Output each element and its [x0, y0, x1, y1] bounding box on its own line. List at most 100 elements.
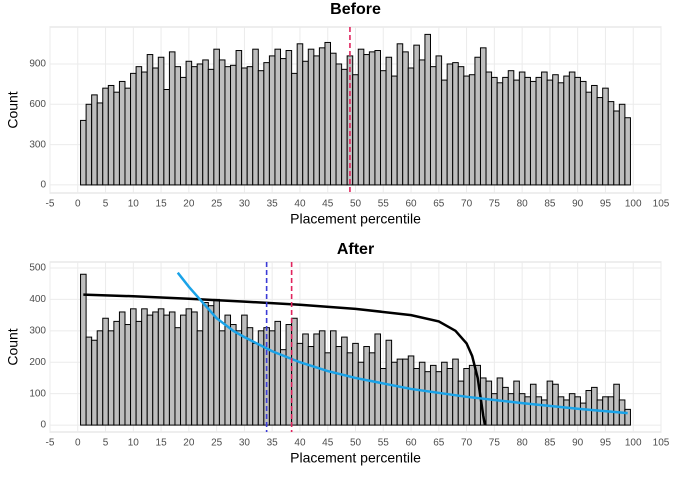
bar: [80, 273, 87, 426]
bar: [541, 399, 548, 426]
bar: [413, 368, 420, 426]
y-tick-label: 100: [29, 388, 46, 399]
bar: [585, 390, 593, 426]
bar: [141, 71, 148, 186]
x-tick-label: 0: [75, 199, 81, 210]
y-tick-label: 900: [29, 59, 46, 70]
bar: [207, 305, 215, 426]
x-tick-label: 45: [322, 438, 334, 449]
bar: [118, 311, 126, 426]
x-tick-label: 105: [653, 199, 670, 210]
bar: [518, 393, 526, 426]
x-tick-label: 50: [350, 199, 362, 210]
bar: [446, 368, 454, 426]
bar: [457, 66, 465, 186]
bar: [207, 68, 215, 186]
bar: [524, 76, 531, 186]
bar: [579, 80, 587, 186]
bar: [268, 55, 276, 186]
bar: [524, 396, 531, 426]
bar: [541, 71, 548, 186]
x-tick-label: 25: [211, 199, 223, 210]
bar: [180, 314, 187, 426]
bar: [618, 103, 626, 186]
bar: [252, 48, 259, 186]
y-tick-label: 0: [40, 420, 46, 431]
bar: [218, 330, 226, 426]
bar: [141, 308, 148, 426]
bar: [357, 361, 365, 426]
bar: [435, 55, 443, 186]
bar: [596, 399, 604, 426]
x-tick-label: 40: [294, 199, 306, 210]
bar: [302, 60, 309, 186]
bar: [396, 43, 404, 186]
bar: [446, 63, 454, 186]
bar: [91, 94, 98, 186]
bar: [268, 330, 276, 426]
bar: [135, 66, 143, 186]
bar: [491, 76, 498, 186]
bar: [552, 383, 559, 426]
bar: [296, 43, 304, 186]
bar: [85, 103, 93, 186]
x-tick-label: 45: [322, 199, 334, 210]
bar: [202, 302, 209, 426]
bar: [391, 361, 398, 426]
bar: [496, 82, 504, 186]
bar: [291, 317, 298, 426]
bar: [168, 51, 176, 186]
bar: [218, 59, 226, 186]
bar: [274, 320, 282, 426]
bar: [102, 317, 109, 426]
bar: [113, 320, 120, 426]
bar: [385, 56, 393, 186]
bar: [146, 314, 154, 426]
bar: [402, 51, 409, 186]
bar: [168, 311, 176, 426]
bar: [174, 327, 182, 426]
bar: [85, 336, 93, 426]
chart-title: After: [337, 241, 374, 258]
x-tick-label: 80: [517, 199, 529, 210]
bar: [313, 55, 320, 186]
bar: [546, 380, 554, 426]
x-tick-label: 65: [433, 199, 445, 210]
bar: [307, 48, 315, 186]
bar: [468, 74, 476, 186]
bar: [157, 56, 165, 186]
bar: [224, 314, 232, 426]
bar: [568, 71, 576, 186]
bar: [135, 320, 143, 426]
bar: [146, 54, 154, 186]
bar: [280, 58, 287, 186]
x-tick-label: 30: [239, 199, 251, 210]
bar: [429, 66, 437, 186]
bar: [124, 87, 132, 186]
bar: [418, 361, 426, 426]
x-tick-label: 85: [544, 199, 556, 210]
y-tick-label: 600: [29, 99, 46, 110]
bar: [341, 336, 348, 426]
bar: [163, 314, 170, 426]
x-tick-label: 60: [405, 199, 417, 210]
bar: [324, 41, 332, 186]
bar: [352, 342, 359, 426]
x-tick-label: 80: [517, 438, 529, 449]
bar: [91, 339, 98, 426]
x-tick-label: 25: [211, 438, 223, 449]
bar: [107, 330, 115, 426]
bar: [130, 72, 137, 186]
bar: [368, 352, 376, 426]
bar: [263, 62, 270, 186]
bar: [535, 76, 543, 186]
bar: [457, 380, 465, 426]
x-axis-title: Placement percentile: [290, 450, 421, 466]
y-axis-title: Count: [5, 328, 21, 365]
bar: [118, 80, 126, 186]
y-tick-label: 300: [29, 325, 46, 336]
bar: [557, 396, 565, 426]
bar: [379, 368, 387, 426]
bar: [291, 72, 298, 186]
